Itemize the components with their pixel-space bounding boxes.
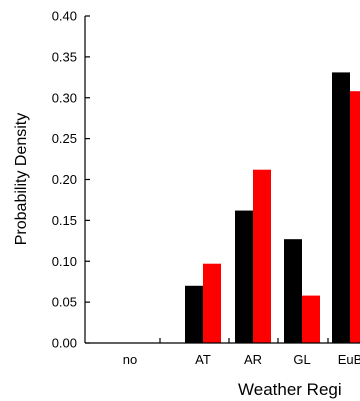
y-tick-label: 0.15: [52, 213, 77, 228]
y-ticks-group: 0.00 0.05 0.10 0.15 0.20 0.25 0.30 0.35 0.40: [52, 9, 90, 351]
y-tick-label: 0.35: [52, 49, 77, 64]
x-tick-label-eub: EuB: [338, 352, 360, 367]
bar-ar-series-2: [253, 169, 271, 343]
bar-eub-series-1: [332, 72, 350, 343]
bar-gl-series-2: [302, 295, 320, 343]
y-tick-label: 0.40: [52, 9, 77, 24]
y-axis-title: Probability Density: [13, 113, 30, 246]
bars-group: [185, 72, 360, 344]
bar-eub-series-2: [350, 91, 360, 344]
y-tick-label: 0.05: [52, 295, 77, 310]
y-tick-label: 0.20: [52, 172, 77, 187]
x-tick-label-gl: GL: [293, 352, 310, 367]
y-tick-label: 0.25: [52, 131, 77, 146]
x-tick-label-ar: AR: [244, 352, 262, 367]
y-tick-label: 0.10: [52, 254, 77, 269]
bar-ar-series-1: [235, 210, 253, 343]
x-tick-label-no: no: [123, 352, 137, 367]
bar-at-series-2: [203, 263, 221, 343]
x-tick-label-at: AT: [195, 352, 211, 367]
y-tick-label: 0.30: [52, 90, 77, 105]
x-ticks-group: no AT AR GL EuB: [123, 338, 360, 367]
bar-gl-series-1: [284, 239, 302, 343]
bar-at-series-1: [185, 285, 203, 343]
x-axis-title: Weather Regi: [238, 380, 342, 399]
y-tick-label: 0.00: [52, 336, 77, 351]
